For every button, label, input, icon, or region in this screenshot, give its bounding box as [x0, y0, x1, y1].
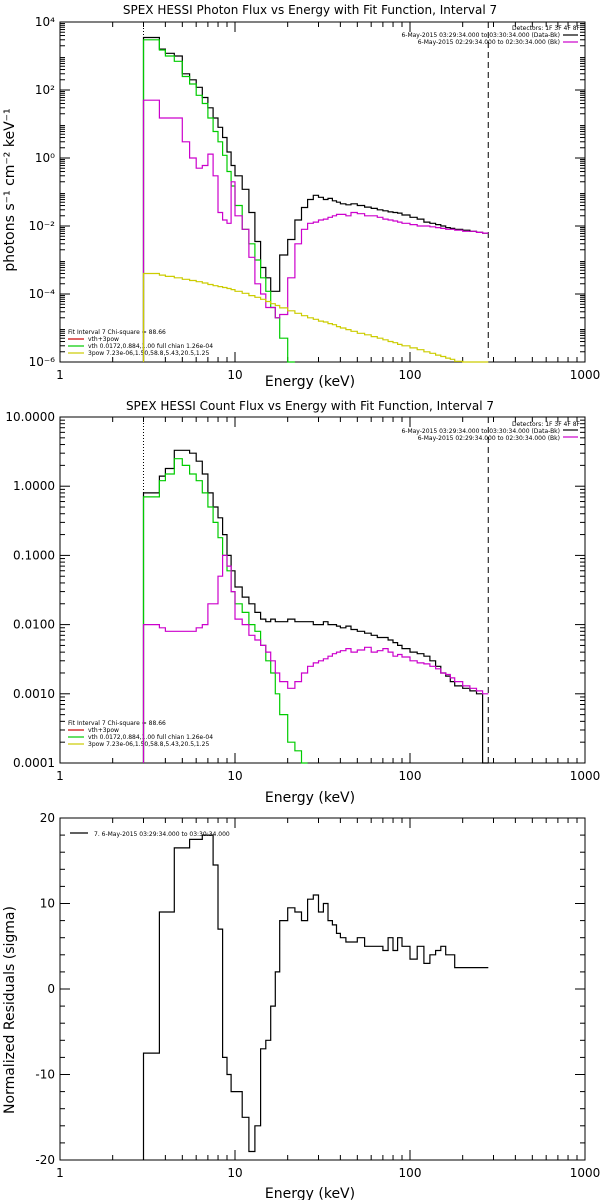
count-x-tick-label: 100 — [399, 769, 422, 783]
resid-y-tick-label: -10 — [35, 1068, 55, 1082]
resid-x-tick-label: 100 — [399, 1166, 422, 1180]
photon-flux-fit-line-model: vth+3pow — [88, 336, 119, 343]
count-plot-frame — [59, 416, 586, 764]
photon-flux-title: SPEX HESSI Photon Flux vs Energy with Fi… — [123, 3, 497, 17]
photon-flux-fit-line-vth: vth 0.0172,0.884,1.00 full chian 1.26e-0… — [88, 343, 213, 350]
count-series-0-line — [142, 449, 489, 764]
photon-series-0-line — [142, 36, 489, 362]
photon-y-tick-label: 10⁻² — [29, 219, 56, 233]
resid-x-tick-label: 1 — [56, 1166, 64, 1180]
photon-series-1-line — [142, 39, 295, 363]
photon-plot-frame — [59, 21, 586, 363]
residuals-legend-text: 7. 6-May-2015 03:29:34.000 to 03:30:34.0… — [94, 831, 230, 838]
photon-flux-panel: SPEX HESSI Photon Flux vs Energy with Fi… — [2, 3, 581, 390]
count-flux-info-line-background: 6-May-2015 02:29:34.000 to 02:30:34.000 … — [418, 435, 560, 442]
resid-x-tick-label: 1000 — [570, 1166, 600, 1180]
resid-y-tick-label: -20 — [35, 1153, 55, 1167]
resid-y-tick-label: 10 — [40, 897, 55, 911]
photon-plot-group: 1 10 100 1000 10⁻⁶ 10⁻⁴ 10⁻² 10⁰ 10² 10⁴ — [29, 15, 600, 382]
photon-series-3-line — [142, 272, 489, 363]
photon-y-tick-label: 10⁴ — [35, 15, 55, 29]
count-series-2-line — [142, 554, 489, 763]
count-flux-info-line-detectors: Detectors: 1F 3F 4F 8F — [512, 421, 581, 428]
resid-series-0-line — [142, 834, 489, 1160]
count-y-tick-label: 10.0000 — [5, 410, 55, 424]
photon-flux-y-axis-label: photons s⁻¹ cm⁻² keV⁻¹ — [2, 108, 18, 271]
count-y-tick-label: 1.0000 — [13, 479, 55, 493]
count-x-tick-label: 10 — [227, 769, 242, 783]
count-series-1-line — [142, 458, 308, 764]
count-flux-fit-line-chi-square: Fit Interval 7 Chi-square = 88.66 — [68, 720, 166, 727]
resid-y-tick-label: 20 — [40, 811, 55, 825]
photon-y-tick-label: 10⁰ — [35, 151, 55, 165]
photon-flux-info-line-detectors: Detectors: 1F 3F 4F 8F — [512, 25, 581, 32]
photon-x-tick-label: 1 — [56, 368, 64, 382]
resid-x-tick-label: 10 — [227, 1166, 242, 1180]
count-y-tick-label: 0.0010 — [13, 687, 55, 701]
photon-flux-fit-line-chi-square: Fit Interval 7 Chi-square = 88.66 — [68, 329, 166, 336]
count-plot-group: 1 10 100 1000 0.0001 0.0010 0.0100 0.1000 1.0000… — [5, 410, 600, 783]
count-y-tick-label: 0.1000 — [13, 548, 55, 562]
photon-x-tick-label: 1000 — [570, 368, 600, 382]
count-x-tick-label: 1 — [56, 769, 64, 783]
photon-y-tick-label: 10⁻⁴ — [29, 287, 56, 301]
resid-plot-group: 1 10 100 1000 -20 -10 0 10 20 — [35, 811, 600, 1180]
count-flux-panel: SPEX HESSI Count Flux vs Energy with Fit… — [68, 399, 581, 806]
count-y-tick-label: 0.0001 — [13, 756, 55, 770]
residuals-y-axis-label: Normalized Residuals (sigma) — [2, 906, 18, 1114]
photon-x-tick-label: 10 — [227, 368, 242, 382]
residuals-panel: Energy (keV) Normalized Residuals (sigma… — [2, 831, 355, 1200]
count-x-tick-label: 1000 — [570, 769, 600, 783]
photon-flux-fit-line-3pow: 3pow 7.23e-06,1.50,58.8,5.43,20.5,1.25 — [88, 350, 209, 357]
photon-flux-x-axis-label: Energy (keV) — [265, 374, 355, 390]
photon-y-tick-label: 10² — [35, 83, 55, 97]
photon-series-2-line — [142, 99, 489, 362]
resid-y-tick-label: 0 — [47, 982, 55, 996]
count-y-tick-label: 0.0100 — [13, 618, 55, 632]
count-flux-fit-line-vth: vth 0.0172,0.884,1.00 full chian 1.26e-0… — [88, 734, 213, 741]
residuals-x-axis-label: Energy (keV) — [265, 1186, 355, 1200]
photon-flux-info-line-background: 6-May-2015 02:29:34.000 to 02:30:34.000 … — [418, 39, 560, 46]
count-flux-info-line-data: 6-May-2015 03:29:34.000 to 03:30:34.000 … — [401, 428, 560, 435]
count-flux-title: SPEX HESSI Count Flux vs Energy with Fit… — [126, 399, 494, 413]
photon-y-tick-label: 10⁻⁶ — [29, 355, 56, 369]
count-flux-x-axis-label: Energy (keV) — [265, 790, 355, 806]
photon-flux-info-line-data: 6-May-2015 03:29:34.000 to 03:30:34.000 … — [401, 32, 560, 39]
count-flux-fit-line-3pow: 3pow 7.23e-06,1.50,58.8,5.43,20.5,1.25 — [88, 741, 209, 748]
count-flux-fit-line-model: vth+3pow — [88, 727, 119, 734]
photon-x-tick-label: 100 — [399, 368, 422, 382]
